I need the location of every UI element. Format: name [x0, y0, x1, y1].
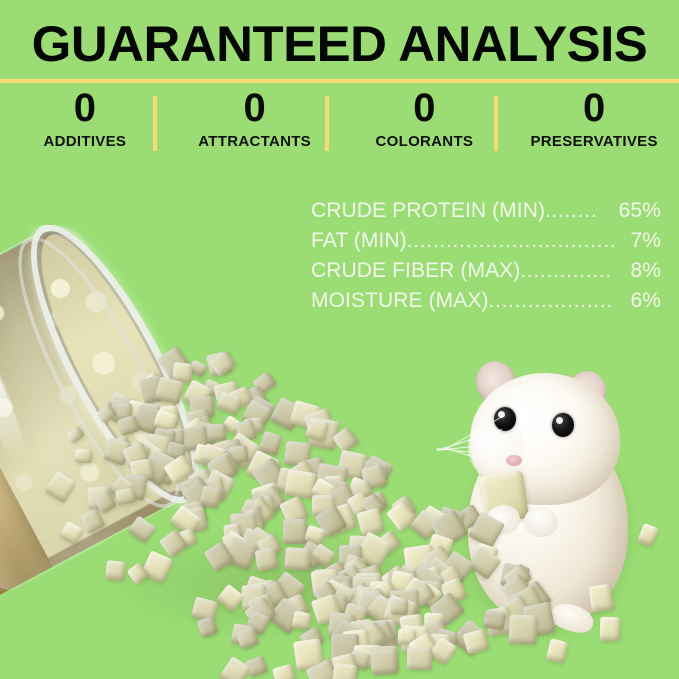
stat-attractants: 0 ATTRACTANTS — [170, 86, 340, 158]
treat-cube — [58, 520, 85, 546]
hamster-nose — [506, 455, 522, 466]
treat-cube — [44, 470, 77, 504]
treat-cube — [508, 614, 538, 645]
nutrition-row-crude-protein: CRUDE PROTEIN (MIN) ........ 65% — [311, 196, 661, 226]
nutrition-value: 8% — [630, 259, 661, 282]
treat-cube — [482, 609, 507, 631]
stat-value: 0 — [413, 86, 436, 130]
nutrition-list: CRUDE PROTEIN (MIN) ........ 65% FAT (MI… — [311, 196, 661, 316]
stat-colorants: 0 COLORANTS — [340, 86, 510, 158]
nutrition-row-fat: FAT (MIN) ..............................… — [311, 226, 661, 256]
stat-value: 0 — [73, 86, 96, 130]
nutrition-row-moisture: MOISTURE (MAX) ................... 6% — [311, 286, 661, 316]
page-title: GUARANTEED ANALYSIS — [31, 16, 648, 72]
nutrition-label: CRUDE FIBER (MAX) — [311, 259, 521, 282]
nutrition-value: 7% — [630, 229, 661, 252]
hamster-eye-left — [494, 407, 516, 431]
treat-cube — [206, 423, 227, 442]
nutrition-value: 65% — [618, 199, 661, 222]
treat-cube — [105, 560, 126, 581]
treat-cube — [74, 448, 93, 464]
product-photo — [0, 225, 679, 679]
treat-cube — [599, 616, 621, 642]
treat-pile — [0, 225, 679, 679]
treat-cube — [282, 518, 308, 545]
treat-cube — [127, 515, 157, 544]
nutrition-label: FAT (MIN) — [311, 229, 407, 252]
stat-label: PRESERVATIVES — [530, 133, 658, 150]
nutrition-label: MOISTURE (MAX) — [311, 289, 489, 312]
nutrition-label: CRUDE PROTEIN (MIN) — [311, 199, 546, 222]
treat-cube — [331, 662, 358, 679]
stat-preservatives: 0 PRESERVATIVES — [509, 86, 679, 158]
treat-cube — [370, 649, 398, 675]
treat-cube — [114, 487, 137, 506]
stat-divider-3 — [494, 96, 498, 151]
treat-cube — [284, 546, 311, 572]
treat-cube — [254, 547, 279, 572]
treat-cube — [291, 610, 312, 631]
treat-cube — [587, 583, 615, 613]
stat-label: COLORANTS — [375, 133, 474, 150]
stat-additives: 0 ADDITIVES — [0, 86, 170, 158]
nutrition-row-crude-fiber: CRUDE FIBER (MAX) .............. 8% — [311, 256, 661, 286]
treat-cube — [65, 425, 86, 445]
nutrition-dots: ........ — [545, 200, 598, 222]
stat-value: 0 — [243, 86, 266, 130]
nutrition-dots: .............. — [520, 260, 613, 282]
nutrition-value: 6% — [630, 289, 661, 312]
treat-cube — [545, 638, 569, 664]
stat-label: ADDITIVES — [43, 133, 127, 150]
treat-cube — [271, 663, 297, 679]
hamster-cheek — [468, 417, 524, 479]
header-divider-rule — [0, 79, 679, 83]
stat-divider-1 — [153, 96, 157, 151]
nutrition-dots: ................... — [488, 290, 614, 312]
treat-cube — [218, 656, 252, 679]
treat-cube — [390, 598, 409, 616]
zero-claims-row: 0 ADDITIVES 0 ATTRACTANTS 0 COLORANTS 0 … — [0, 86, 679, 158]
treat-cube — [406, 646, 433, 671]
stat-divider-2 — [325, 96, 329, 151]
stat-value: 0 — [583, 86, 606, 130]
nutrition-dots: ................................ — [406, 230, 617, 252]
stat-label: ATTRACTANTS — [198, 133, 311, 150]
hamster-eye-right — [552, 413, 574, 437]
